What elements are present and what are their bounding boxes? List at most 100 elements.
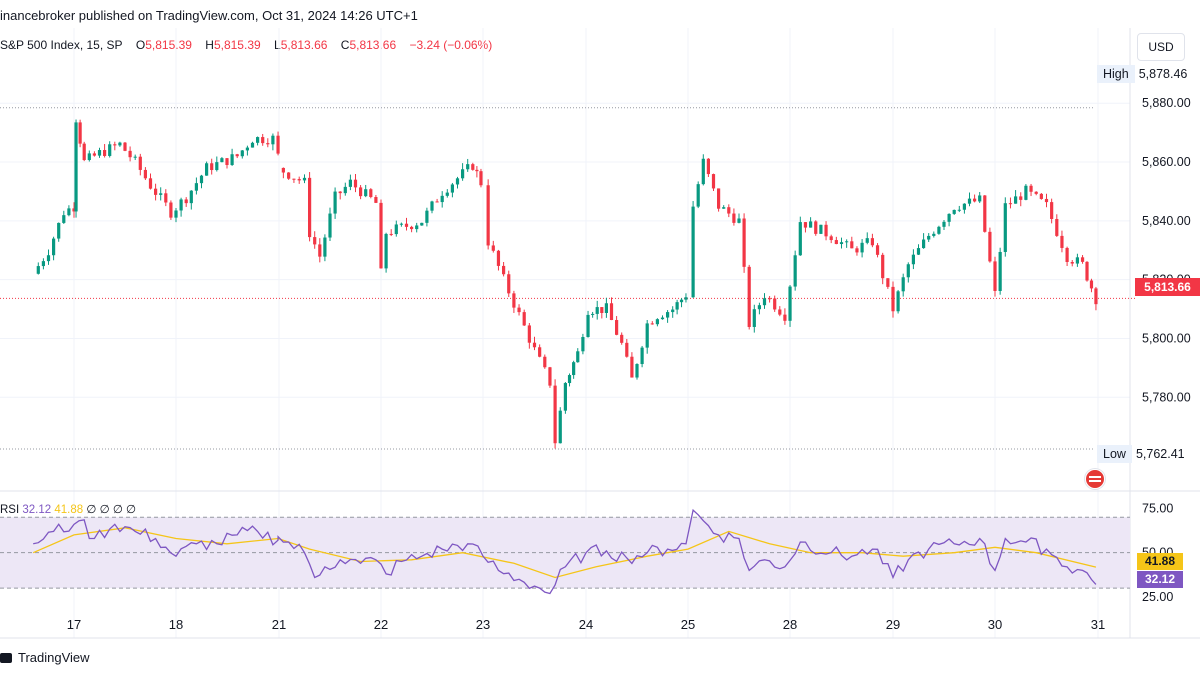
candle [896,289,900,314]
close-value: 5,813.66 [349,38,397,52]
close-label: C [340,38,350,52]
high-marker: High 5,878.46 [1097,65,1192,83]
candle [957,205,961,213]
candle [430,200,434,214]
candle [1070,259,1074,267]
candle [983,195,987,233]
candle [512,290,516,313]
low-label: L [274,38,281,52]
candle [538,344,542,358]
candle [942,220,946,230]
candle [988,227,992,263]
candle [1065,246,1069,267]
high-marker-value: 5,878.46 [1134,65,1192,83]
candle [364,184,368,198]
candle [1055,214,1059,237]
candle [788,285,792,327]
candle [235,153,239,159]
candle [323,234,327,262]
candle [855,246,859,256]
symbol-name[interactable]: S&P 500 Index, 15, SP [0,38,123,52]
candle [675,299,679,315]
candle [240,150,244,159]
candle [522,309,526,326]
candle [609,297,614,321]
candle [74,119,78,218]
candle [701,154,705,186]
candle [947,213,951,227]
candle [591,311,595,318]
candle [870,233,874,248]
candle [595,300,599,320]
candle [41,258,45,270]
candle [532,336,537,351]
candle [36,262,40,275]
candle [225,158,229,169]
candle [292,178,296,183]
candle [640,345,644,368]
candle [271,133,275,151]
candle [691,201,695,298]
candle [993,256,997,297]
candle [338,191,342,200]
x-tick-label: 30 [988,617,1002,632]
candle [148,173,153,190]
us-flag-icon[interactable] [1085,469,1105,489]
candle [415,222,419,233]
candle [881,252,885,285]
candle [138,153,142,176]
candle [276,131,280,156]
rsi-lines [32,508,1097,595]
candle [245,145,249,156]
candle [348,174,352,191]
candle [72,202,76,218]
candle [318,238,322,263]
y-tick-label: 5,860.00 [1142,155,1191,169]
candle [1039,193,1043,200]
candle [998,247,1002,295]
candle [967,192,972,207]
candle [302,174,307,184]
candle [123,142,127,152]
candle [359,185,363,200]
candle [496,249,501,271]
candle [1024,184,1028,201]
candle [199,174,204,189]
candle [824,221,828,241]
candle [57,222,61,242]
candle [491,240,495,253]
high-marker-label: High [1097,65,1135,83]
candle [87,150,91,162]
candle [133,154,137,161]
rsi-scale-label: 25.00 [1142,590,1173,604]
candle [92,151,96,157]
rsi-label[interactable]: RSI [0,504,20,516]
candle [650,321,654,325]
x-tick-label: 28 [783,617,797,632]
candles [36,119,1098,449]
candle [517,304,521,316]
candle [553,379,557,449]
currency-button[interactable]: USD [1137,33,1185,61]
candle [287,172,291,180]
symbol-legend: S&P 500 Index, 15, SP O5,815.39 H5,815.3… [0,38,492,52]
x-tick-label: 22 [374,617,388,632]
candle [1094,286,1098,311]
footer-brand-text: TradingView [18,650,90,665]
candle [655,318,659,327]
footer-brand[interactable]: TradingView [0,650,90,665]
candle [113,141,117,151]
change-value: −3.24 (−0.06%) [409,38,493,52]
candle [757,302,761,315]
candle [220,157,224,163]
candle [230,148,234,166]
candle [581,333,585,355]
candle [615,316,619,336]
candle [875,243,880,258]
candle [450,182,454,198]
candle [911,249,915,270]
candle [783,308,787,325]
candle [906,262,910,283]
candle [313,231,317,249]
